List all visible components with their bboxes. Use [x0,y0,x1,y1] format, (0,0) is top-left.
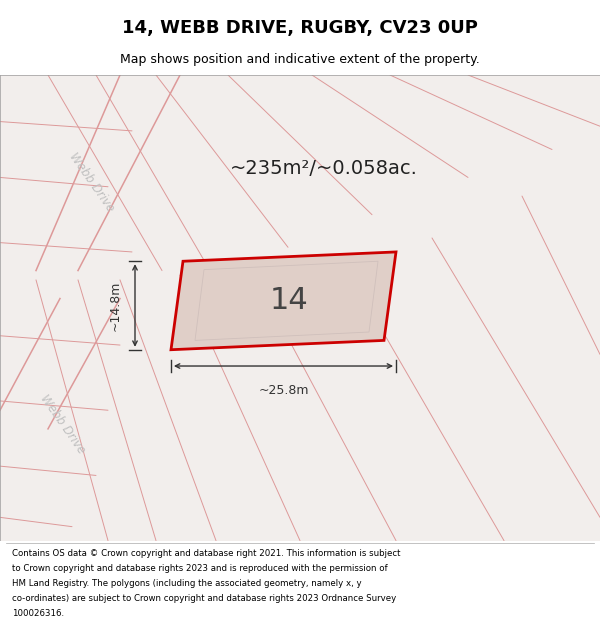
Text: to Crown copyright and database rights 2023 and is reproduced with the permissio: to Crown copyright and database rights 2… [12,564,388,573]
Text: 100026316.: 100026316. [12,609,64,618]
Text: Map shows position and indicative extent of the property.: Map shows position and indicative extent… [120,52,480,66]
Text: Contains OS data © Crown copyright and database right 2021. This information is : Contains OS data © Crown copyright and d… [12,549,401,558]
Text: ~14.8m: ~14.8m [109,280,122,331]
Polygon shape [171,252,396,350]
Text: 14: 14 [270,286,309,316]
Text: Webb Drive: Webb Drive [66,150,116,214]
Text: Webb Drive: Webb Drive [38,392,88,456]
Text: co-ordinates) are subject to Crown copyright and database rights 2023 Ordnance S: co-ordinates) are subject to Crown copyr… [12,594,396,603]
Text: ~235m²/~0.058ac.: ~235m²/~0.058ac. [230,159,418,177]
Text: ~25.8m: ~25.8m [258,384,309,397]
Text: 14, WEBB DRIVE, RUGBY, CV23 0UP: 14, WEBB DRIVE, RUGBY, CV23 0UP [122,19,478,37]
Text: HM Land Registry. The polygons (including the associated geometry, namely x, y: HM Land Registry. The polygons (includin… [12,579,362,588]
